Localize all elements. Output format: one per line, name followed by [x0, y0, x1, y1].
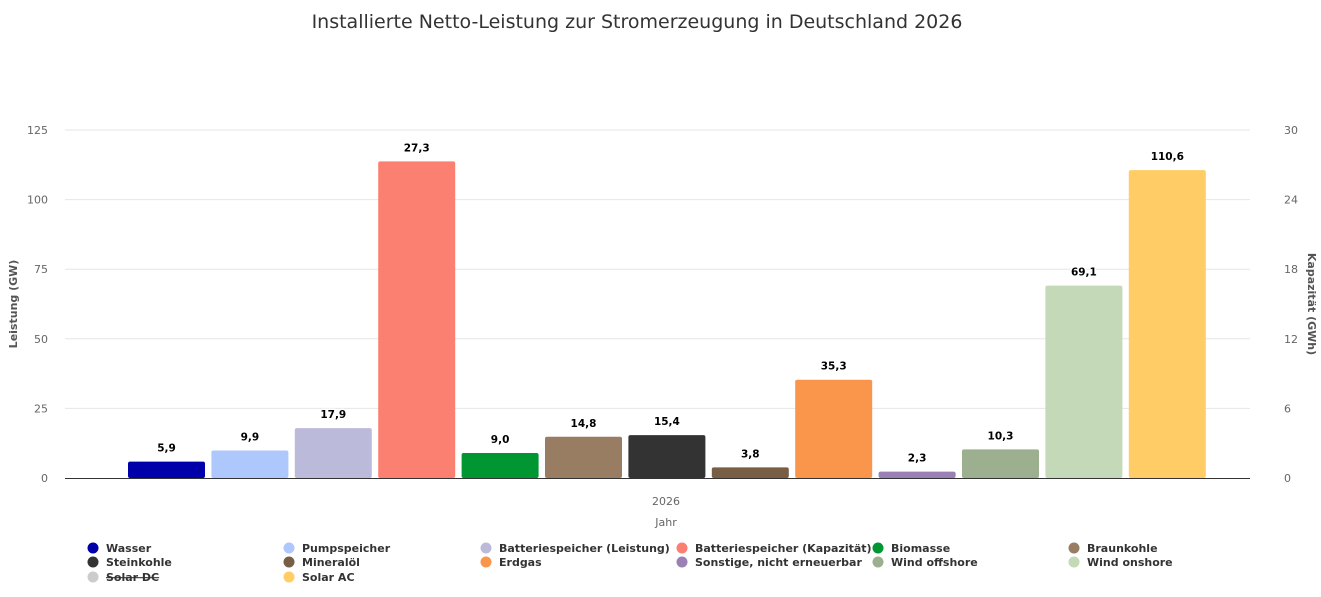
data-label: 2,3	[908, 453, 927, 465]
bar-batteriespeicher-leistung-[interactable]	[294, 428, 372, 478]
legend-marker	[872, 556, 884, 568]
x-tick-label: 2026	[652, 495, 680, 508]
legend-label: Mineralöl	[302, 556, 360, 569]
legend-label: Erdgas	[499, 556, 542, 569]
y-tick-label: 75	[34, 263, 48, 276]
legend-marker	[872, 542, 884, 554]
legend-marker	[480, 542, 492, 554]
y2-tick-label: 18	[1284, 263, 1298, 276]
legend-marker	[676, 556, 688, 568]
x-axis-title: Jahr	[654, 516, 677, 529]
bar-biomasse[interactable]	[461, 452, 539, 478]
legend-marker	[283, 571, 295, 583]
data-label: 27,3	[404, 142, 430, 154]
legend-item[interactable]: Mineralöl	[283, 556, 360, 569]
bar-batteriespeicher-kapazität-[interactable]	[378, 161, 456, 478]
legend-marker	[1068, 556, 1080, 568]
legend-label: Wind offshore	[891, 556, 978, 569]
data-label: 110,6	[1151, 151, 1184, 163]
y-tick-label: 0	[41, 472, 48, 485]
data-label: 9,9	[241, 431, 260, 443]
legend-marker	[87, 571, 99, 583]
legend-label: Wasser	[106, 542, 152, 555]
bar-sonstige-nicht-erneuerbar[interactable]	[878, 471, 956, 478]
legend-label: Steinkohle	[106, 556, 172, 569]
legend-item[interactable]: Batteriespeicher (Leistung)	[480, 542, 670, 555]
y-tick-label: 50	[34, 333, 48, 346]
y2-tick-label: 24	[1284, 194, 1298, 207]
legend-label: Biomasse	[891, 542, 950, 555]
legend-label: Pumpspeicher	[302, 542, 391, 555]
y-tick-label: 125	[27, 124, 48, 137]
legend-item[interactable]: Wind offshore	[872, 556, 978, 569]
y2-tick-label: 6	[1284, 402, 1291, 415]
legend-label: Solar DC	[106, 571, 159, 584]
data-label: 69,1	[1071, 267, 1097, 279]
y-tick-label: 25	[34, 402, 48, 415]
legend-marker	[283, 556, 295, 568]
data-label: 14,8	[571, 418, 597, 430]
bar-wasser[interactable]	[128, 461, 205, 478]
y2-axis-title: Kapazität (GWh)	[1305, 253, 1318, 355]
legend-label: Braunkohle	[1087, 542, 1158, 555]
legend-item[interactable]: Erdgas	[480, 556, 543, 569]
data-label: 5,9	[157, 443, 176, 455]
bar-wind-offshore[interactable]	[962, 449, 1039, 478]
y-axis-title: Leistung (GW)	[7, 260, 20, 349]
legend-label: Wind onshore	[1087, 556, 1173, 569]
legend-marker	[676, 542, 688, 554]
data-label: 35,3	[821, 361, 847, 373]
legend-item[interactable]: Batteriespeicher (Kapazität)	[676, 542, 872, 555]
bar-erdgas[interactable]	[795, 379, 873, 478]
bar-pumpspeicher[interactable]	[211, 450, 289, 478]
legend-marker	[87, 556, 99, 568]
legend-item[interactable]: Wind onshore	[1068, 556, 1173, 569]
legend-label: Sonstige, nicht erneuerbar	[695, 556, 862, 569]
data-label: 10,3	[988, 430, 1014, 442]
data-label: 9,0	[491, 434, 510, 446]
y2-tick-label: 0	[1284, 472, 1291, 485]
legend-item[interactable]: Solar AC	[283, 571, 355, 584]
legend-marker	[87, 542, 99, 554]
y2-tick-label: 12	[1284, 333, 1298, 346]
legend-marker	[283, 542, 295, 554]
data-label: 15,4	[654, 416, 680, 428]
legend-item[interactable]: Pumpspeicher	[283, 542, 391, 555]
legend-marker	[1068, 542, 1080, 554]
y-tick-label: 100	[27, 194, 48, 207]
legend-item[interactable]: Braunkohle	[1068, 542, 1158, 555]
legend-label: Batteriespeicher (Kapazität)	[695, 542, 872, 555]
legend-marker	[480, 556, 492, 568]
bar-mineralöl[interactable]	[711, 467, 789, 478]
data-label: 17,9	[320, 409, 346, 421]
y2-tick-label: 30	[1284, 124, 1298, 137]
legend-item[interactable]: Sonstige, nicht erneuerbar	[676, 556, 863, 569]
legend-item[interactable]: Biomasse	[872, 542, 951, 555]
data-label: 3,8	[741, 448, 760, 460]
legend-item[interactable]: Solar DC	[87, 571, 160, 584]
legend-label: Batteriespeicher (Leistung)	[499, 542, 670, 555]
chart-title: Installierte Netto-Leistung zur Stromerz…	[312, 11, 963, 33]
legend-item[interactable]: Wasser	[87, 542, 152, 555]
bar-steinkohle[interactable]	[628, 435, 706, 478]
legend-label: Solar AC	[302, 571, 355, 584]
bar-braunkohle[interactable]	[545, 436, 622, 478]
legend-item[interactable]: Steinkohle	[87, 556, 172, 569]
bar-solar-ac[interactable]	[1128, 170, 1206, 478]
bar-wind-onshore[interactable]	[1045, 285, 1123, 478]
